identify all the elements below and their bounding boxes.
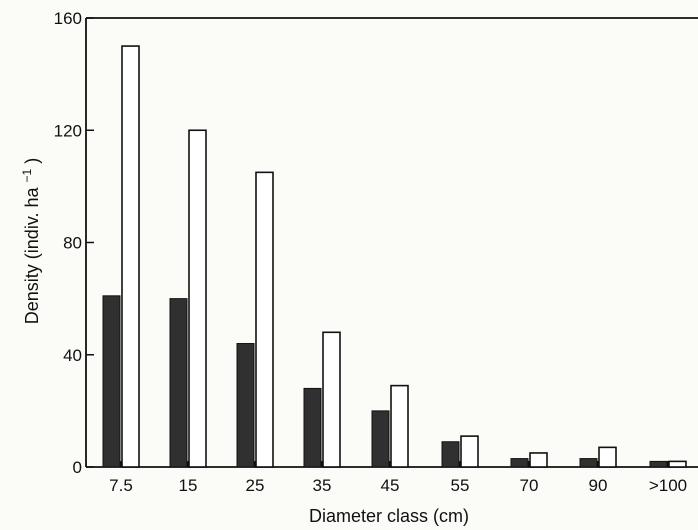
x-tick-label: 70 xyxy=(520,476,539,495)
open-bar xyxy=(255,171,274,468)
dark-bar xyxy=(371,410,390,468)
x-tick-label: 55 xyxy=(451,476,470,495)
dark-bar xyxy=(102,295,121,468)
x-tick-label: 90 xyxy=(589,476,608,495)
x-tick-label: 15 xyxy=(179,476,198,495)
y-axis-title-suffix: ) xyxy=(22,158,42,164)
plot-area: 0 40 80 120 160 7.5 15 25 35 45 55 70 90 >100 xyxy=(54,9,698,495)
y-tick-label: 80 xyxy=(63,234,82,253)
dark-bar xyxy=(303,387,322,468)
x-tick-label: >100 xyxy=(649,476,687,495)
x-tick-label: 45 xyxy=(381,476,400,495)
dark-bar xyxy=(441,441,460,468)
y-tick-label: 120 xyxy=(54,121,82,140)
open-bar xyxy=(460,435,479,468)
open-bar xyxy=(322,331,341,468)
dark-bar xyxy=(579,458,598,468)
y-tick-label: 40 xyxy=(63,346,82,365)
open-bar xyxy=(529,452,548,468)
open-bar xyxy=(121,45,140,468)
x-tick-label: 35 xyxy=(313,476,332,495)
dark-bar xyxy=(236,343,255,468)
y-axis-title-main: Density (indiv. ha xyxy=(22,187,42,325)
open-bar xyxy=(598,446,617,468)
open-bar xyxy=(188,129,207,468)
dark-bar xyxy=(649,460,668,468)
x-axis-title: Diameter class (cm) xyxy=(309,506,469,526)
y-tick-label: 0 xyxy=(73,458,82,477)
dark-bar xyxy=(510,458,529,468)
open-bar xyxy=(390,384,409,468)
y-axis-title-exponent: −1 xyxy=(20,168,34,182)
open-bar xyxy=(668,460,687,468)
y-axis-title: Density (indiv. ha −1 ) xyxy=(20,158,42,324)
x-tick-label: 25 xyxy=(246,476,265,495)
y-tick-label: 160 xyxy=(54,9,82,28)
x-tick-label: 7.5 xyxy=(109,476,133,495)
dark-bar xyxy=(169,298,188,468)
